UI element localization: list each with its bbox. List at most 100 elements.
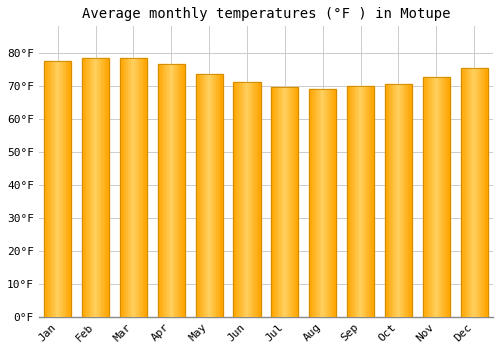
Bar — [55, 61, 56, 317]
Bar — [167, 64, 168, 317]
Bar — [320, 89, 322, 317]
Bar — [213, 74, 214, 317]
Bar — [58, 61, 59, 317]
Bar — [120, 58, 147, 317]
Bar — [366, 86, 368, 317]
Bar — [352, 86, 354, 317]
Bar — [143, 58, 144, 317]
Bar — [234, 82, 236, 317]
Bar — [144, 58, 146, 317]
Bar — [222, 74, 223, 317]
Bar — [328, 89, 330, 317]
Bar — [47, 61, 48, 317]
Bar — [392, 84, 393, 317]
Bar — [436, 77, 438, 317]
Bar — [327, 89, 328, 317]
Bar — [281, 88, 282, 317]
Bar — [84, 58, 86, 317]
Bar — [180, 64, 181, 317]
Bar — [198, 74, 200, 317]
Bar — [486, 68, 488, 317]
Bar — [385, 84, 386, 317]
Bar — [326, 89, 327, 317]
Bar — [176, 64, 178, 317]
Bar — [386, 84, 388, 317]
Bar — [142, 58, 143, 317]
Bar — [285, 88, 286, 317]
Bar — [250, 82, 251, 317]
Bar — [108, 58, 109, 317]
Bar — [106, 58, 108, 317]
Bar — [181, 64, 182, 317]
Bar — [330, 89, 331, 317]
Bar — [332, 89, 334, 317]
Bar — [134, 58, 135, 317]
Bar — [254, 82, 255, 317]
Bar — [246, 82, 247, 317]
Bar — [255, 82, 256, 317]
Bar — [90, 58, 92, 317]
Bar — [422, 77, 450, 317]
Bar — [278, 88, 280, 317]
Bar — [477, 68, 478, 317]
Bar — [234, 82, 260, 317]
Bar — [462, 68, 463, 317]
Bar — [398, 84, 400, 317]
Bar — [372, 86, 373, 317]
Bar — [474, 68, 476, 317]
Bar — [422, 77, 424, 317]
Bar — [430, 77, 431, 317]
Bar — [312, 89, 313, 317]
Bar — [209, 74, 210, 317]
Bar — [44, 61, 46, 317]
Bar — [201, 74, 202, 317]
Bar — [292, 88, 293, 317]
Bar — [271, 88, 272, 317]
Bar — [120, 58, 121, 317]
Bar — [359, 86, 360, 317]
Bar — [200, 74, 201, 317]
Bar — [314, 89, 316, 317]
Bar — [485, 68, 486, 317]
Bar — [274, 88, 276, 317]
Bar — [401, 84, 402, 317]
Bar — [146, 58, 147, 317]
Bar — [97, 58, 98, 317]
Bar — [472, 68, 473, 317]
Bar — [62, 61, 63, 317]
Bar — [362, 86, 364, 317]
Bar — [51, 61, 52, 317]
Bar — [158, 64, 185, 317]
Bar — [206, 74, 208, 317]
Bar — [248, 82, 250, 317]
Bar — [406, 84, 408, 317]
Bar — [373, 86, 374, 317]
Bar — [286, 88, 288, 317]
Bar — [52, 61, 54, 317]
Bar — [400, 84, 401, 317]
Bar — [130, 58, 132, 317]
Bar — [126, 58, 128, 317]
Bar — [347, 86, 374, 317]
Bar — [428, 77, 430, 317]
Bar — [460, 68, 488, 317]
Bar — [218, 74, 220, 317]
Bar — [442, 77, 443, 317]
Bar — [309, 89, 336, 317]
Bar — [310, 89, 312, 317]
Bar — [394, 84, 396, 317]
Bar — [354, 86, 355, 317]
Bar — [290, 88, 292, 317]
Bar — [447, 77, 448, 317]
Bar — [313, 89, 314, 317]
Bar — [388, 84, 389, 317]
Bar — [243, 82, 244, 317]
Bar — [331, 89, 332, 317]
Bar — [272, 88, 274, 317]
Bar — [100, 58, 101, 317]
Bar — [196, 74, 197, 317]
Bar — [140, 58, 141, 317]
Bar — [240, 82, 242, 317]
Bar — [316, 89, 318, 317]
Bar — [404, 84, 405, 317]
